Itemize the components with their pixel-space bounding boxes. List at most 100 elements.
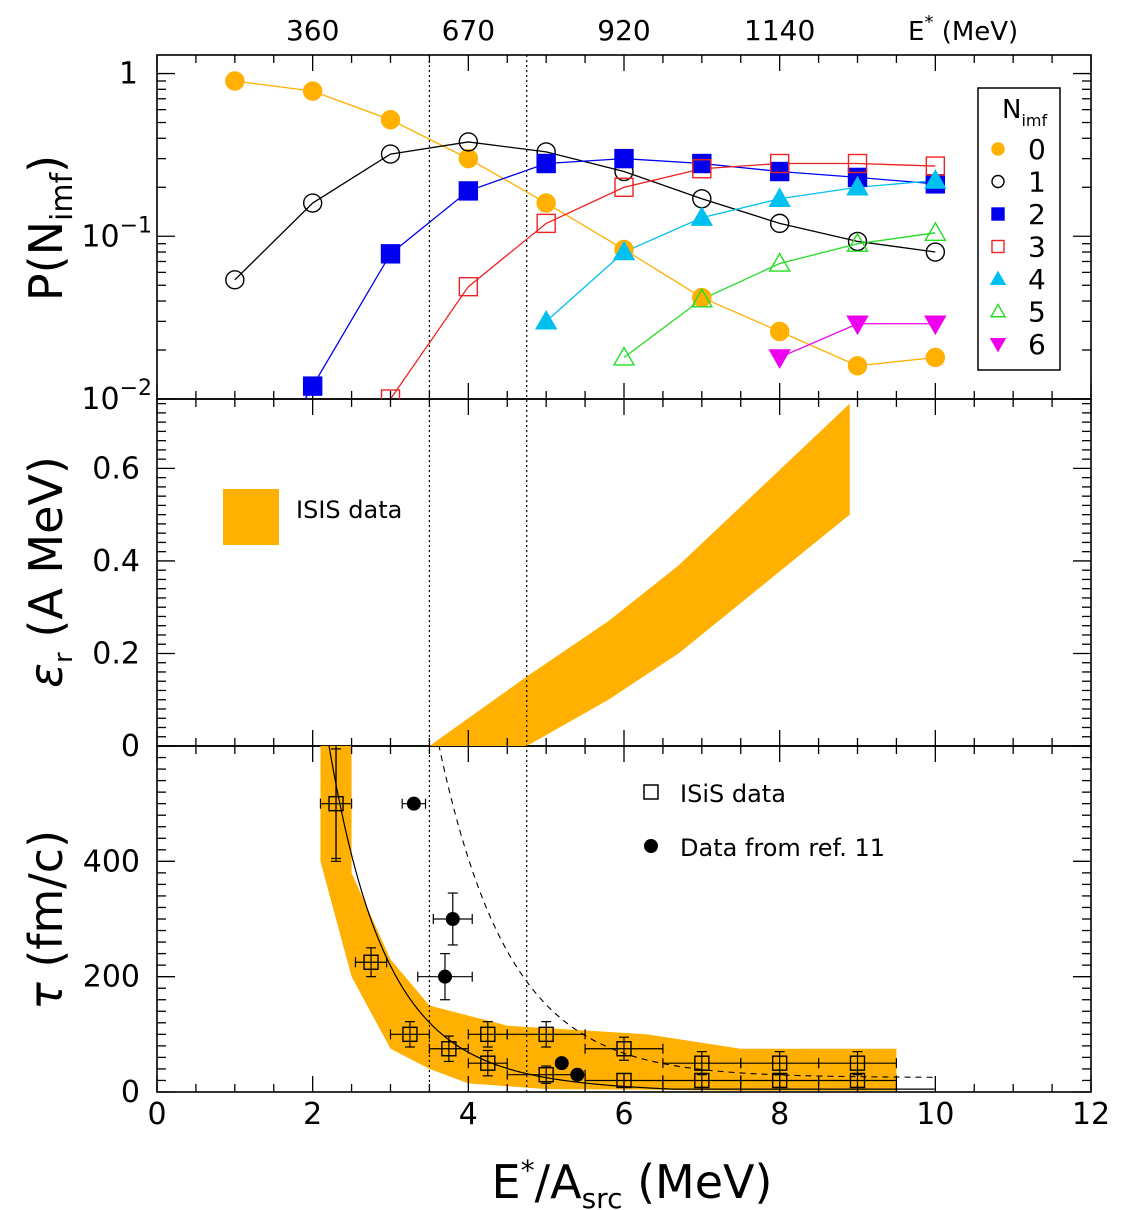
x-axis-title-sub: src	[582, 1182, 623, 1210]
legend-ref-marker	[644, 839, 658, 853]
series-2-point	[614, 148, 634, 169]
legend-label-2: 2	[1028, 198, 1046, 231]
x-tick-label: 8	[770, 1097, 789, 1132]
series-3-point	[692, 159, 712, 179]
series-3-point	[769, 153, 790, 174]
legend-marker-6	[989, 338, 1007, 353]
x-tick-label: 12	[1072, 1097, 1110, 1132]
isis-point	[441, 1041, 457, 1057]
middle-ylabel-sub: r	[49, 652, 79, 663]
series-5-point	[924, 221, 947, 242]
isis-point	[771, 1055, 788, 1071]
middle-ylabel: εr (A MeV)	[19, 456, 79, 688]
fit-dashed-curve	[438, 746, 936, 1078]
isis-point	[771, 1072, 788, 1089]
bottom-y-tick-label: 400	[83, 844, 140, 879]
legend-ref-label: Data from ref. 11	[680, 834, 885, 862]
series-3-point	[380, 389, 401, 399]
series-3-point	[536, 213, 556, 234]
bottom-y-tick-label: 0	[121, 1075, 140, 1110]
isis-point	[849, 1072, 866, 1089]
series-0-point	[692, 287, 712, 308]
series-line-5	[623, 232, 936, 358]
top-axis-title: E* (MeV)	[908, 12, 1018, 47]
legend-marker-2	[991, 207, 1005, 221]
series-3-point	[847, 153, 868, 174]
top-axis-tick-label: 670	[442, 14, 495, 47]
series-0-point	[458, 148, 479, 169]
series-4-point	[846, 175, 869, 196]
series-0-point	[847, 356, 868, 376]
series-3-point	[614, 177, 634, 197]
series-2-point	[769, 161, 790, 182]
isis-point	[616, 1041, 632, 1057]
x-tick-label: 4	[459, 1097, 478, 1132]
legend-label-3: 3	[1028, 231, 1046, 264]
series-6-point	[768, 349, 791, 369]
isis-point	[480, 1055, 496, 1071]
top-ylabel: P(Nimf)	[19, 155, 80, 301]
series-line-1	[234, 141, 936, 281]
legend-label-6: 6	[1028, 328, 1046, 361]
ref-point	[570, 1067, 585, 1082]
bottom-ylabel: τ (fm/c)	[19, 830, 73, 1010]
x-axis-title-sup: *	[521, 1154, 535, 1187]
series-4-point	[768, 187, 791, 207]
series-5-point	[690, 287, 714, 308]
fill-layer	[320, 403, 897, 1091]
series-5-point	[612, 346, 636, 366]
series-2-point	[302, 376, 323, 396]
isis-point	[694, 1072, 710, 1089]
top-legend-title-sub: imf	[1021, 111, 1047, 130]
isis-point	[363, 954, 379, 970]
middle-y-tick-label: 0.4	[92, 544, 140, 579]
line-layer	[234, 55, 936, 1092]
series-4-point	[534, 309, 558, 330]
isis-point	[480, 1026, 496, 1043]
series-3-point	[458, 276, 479, 297]
series-line-2	[304, 157, 936, 399]
ref-point	[406, 796, 421, 811]
ref-point	[445, 912, 460, 926]
series-5-point	[846, 232, 869, 252]
isis-point	[694, 1055, 710, 1071]
top-y-tick-label: 10−1	[81, 213, 152, 254]
series-1-point	[458, 132, 479, 152]
top-axis-tick-label: 1140	[744, 14, 815, 47]
legend-marker-5	[989, 303, 1007, 318]
legend-marker-3	[991, 239, 1005, 254]
bottom-y-tick-label: 200	[83, 960, 140, 995]
legend-isis-marker	[643, 784, 659, 800]
legend-label-4: 4	[1028, 263, 1046, 296]
bottom-markers	[319, 746, 898, 1089]
middle-legend-swatch	[223, 489, 279, 545]
series-0-point	[769, 321, 790, 342]
middle-y-tick-label: 0.2	[92, 636, 140, 671]
isis-point	[538, 1026, 554, 1043]
legend-label-5: 5	[1028, 296, 1046, 329]
series-0-point	[536, 193, 556, 213]
series-4-point	[924, 169, 947, 189]
middle-legend-label: ISIS data	[296, 496, 402, 524]
series-6-point	[846, 315, 869, 336]
top-series-markers	[225, 71, 947, 399]
top-y-tick-label: 1	[119, 57, 138, 92]
series-line-0	[234, 80, 936, 367]
middle-y-tick-label: 0.6	[92, 451, 140, 486]
legend-marker-4	[989, 270, 1007, 285]
top-series-lines	[234, 80, 936, 399]
x-axis-title: E*/Asrc (MeV)	[492, 1154, 773, 1210]
time-band	[320, 746, 897, 1091]
series-0-point	[225, 71, 245, 91]
series-2-point	[458, 181, 479, 201]
top-axis-tick-label: 920	[597, 14, 650, 47]
series-2-point	[692, 153, 712, 174]
isis-point	[538, 1066, 554, 1083]
legend-marker-0	[991, 142, 1005, 156]
marker-layer	[225, 71, 947, 1089]
series-1-point	[769, 213, 790, 234]
x-tick-label: 2	[303, 1097, 322, 1132]
x-tick-label: 0	[147, 1097, 166, 1132]
